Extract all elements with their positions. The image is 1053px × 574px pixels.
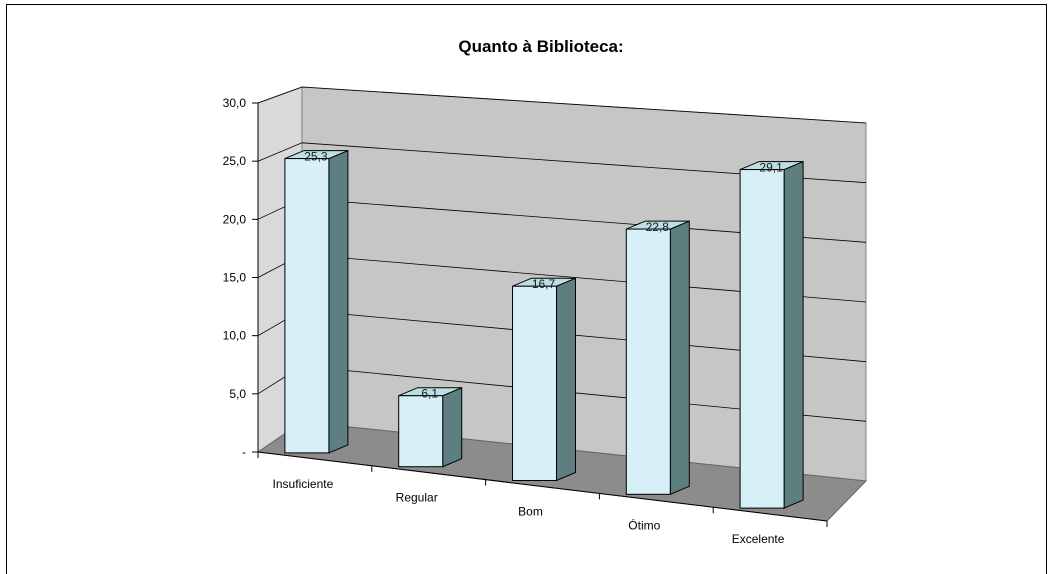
- bar-side: [669, 220, 690, 496]
- bar-side: [442, 386, 463, 468]
- y-tick-label: 20,0: [223, 212, 247, 226]
- bar-side: [556, 277, 576, 482]
- bars: 25,3 6,1 16,7 22,8 29,1: [284, 149, 804, 509]
- x-tick-label: Ótimo: [628, 517, 660, 532]
- y-tick-label: 15,0: [223, 271, 247, 285]
- data-label: 6,1: [421, 387, 438, 401]
- chart-title: Quanto à Biblioteca:: [458, 37, 623, 56]
- data-label: 16,7: [532, 277, 556, 291]
- data-label: 29,1: [759, 161, 783, 175]
- x-axis-ticks: Insuficiente Regular Bom Ótimo Excelente: [257, 452, 828, 546]
- data-label: 22,8: [646, 220, 670, 234]
- y-tick-label: 30,0: [223, 96, 247, 110]
- bar-insuficiente: 25,3: [284, 149, 349, 454]
- y-tick-label: -: [242, 445, 246, 459]
- y-tick-label: 5,0: [229, 387, 246, 401]
- bar-front: [739, 169, 785, 509]
- bar-excelente: 29,1: [739, 160, 804, 509]
- y-axis-ticks: - 5,0 10,0 15,0 20,0 25,0 30,0: [223, 96, 258, 459]
- bar-front: [625, 228, 671, 495]
- bar-front: [284, 158, 330, 454]
- bar-ótimo: 22,8: [625, 220, 690, 496]
- x-tick-label: Insuficiente: [273, 477, 334, 491]
- y-tick-label: 25,0: [223, 154, 247, 168]
- gridline: [257, 142, 867, 184]
- x-axis-line: [257, 451, 828, 522]
- x-tick-label: Bom: [518, 505, 543, 519]
- x-tick-label: Excelente: [732, 532, 785, 546]
- bar-side: [328, 149, 349, 454]
- y-tick-label: 10,0: [223, 329, 247, 343]
- x-tick-label: Regular: [396, 491, 438, 505]
- bar-front: [398, 395, 444, 468]
- bar-bom: 16,7: [512, 277, 576, 482]
- bar-regular: 6,1: [398, 386, 463, 468]
- data-label: 25,3: [304, 150, 328, 164]
- bar-front: [512, 285, 557, 481]
- bar-side: [783, 160, 804, 509]
- gridline: [257, 86, 867, 124]
